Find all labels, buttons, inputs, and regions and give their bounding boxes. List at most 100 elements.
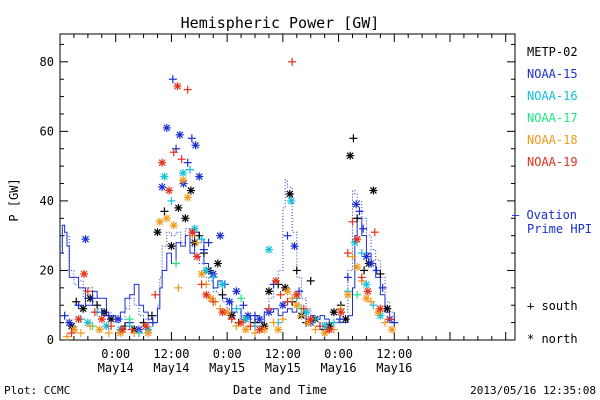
point-north xyxy=(118,325,127,334)
point-south xyxy=(311,325,320,334)
y-tick-label: 60 xyxy=(40,124,54,138)
point-north xyxy=(287,196,296,205)
point-south xyxy=(299,304,308,313)
point-north xyxy=(374,308,383,317)
point-north xyxy=(362,252,371,261)
point-south xyxy=(349,134,358,143)
point-south xyxy=(148,318,157,327)
point-north xyxy=(336,308,345,317)
point-north xyxy=(141,322,150,331)
point-south xyxy=(343,273,352,282)
point-south xyxy=(218,290,227,299)
point-south xyxy=(125,315,134,324)
point-south xyxy=(90,308,99,317)
point-south xyxy=(239,301,248,310)
point-north xyxy=(292,301,301,310)
point-south xyxy=(204,238,213,247)
point-north xyxy=(353,235,362,244)
x-tick-label-time: 12:00 xyxy=(376,347,412,361)
point-south xyxy=(283,297,292,306)
point-north xyxy=(369,186,378,195)
y-tick-label: 0 xyxy=(47,333,54,347)
point-north xyxy=(179,176,188,185)
point-north xyxy=(114,315,123,324)
point-south xyxy=(169,148,178,157)
point-north xyxy=(153,228,162,237)
chart-title: Hemispheric Power [GW] xyxy=(181,14,380,32)
point-north xyxy=(352,200,361,209)
legend-south: + south xyxy=(527,299,578,313)
point-north xyxy=(292,290,301,299)
plot-timestamp: 2013/05/16 12:35:08 xyxy=(470,384,596,397)
point-north xyxy=(290,242,299,251)
point-south xyxy=(288,294,297,303)
point-north xyxy=(102,322,111,331)
legend: METP-02 NOAA-15 NOAA-16 NOAA-17 NOAA-18 NOAA-… xyxy=(512,45,592,346)
point-north xyxy=(162,123,171,132)
legend-entry: NOAA-19 xyxy=(527,155,578,169)
series-noaa-19 xyxy=(67,57,394,338)
point-south xyxy=(232,322,241,331)
point-north xyxy=(218,308,227,317)
point-south xyxy=(378,283,387,292)
x-tick-label-time: 0:00 xyxy=(213,347,242,361)
point-north xyxy=(160,172,169,181)
point-south xyxy=(107,322,116,331)
point-south xyxy=(74,301,83,310)
plot-border xyxy=(59,33,516,341)
point-south xyxy=(353,290,362,299)
point-north xyxy=(158,183,167,191)
point-north xyxy=(362,280,371,289)
point-south xyxy=(376,269,385,278)
point-south xyxy=(172,259,181,268)
point-north xyxy=(144,329,153,338)
point-north xyxy=(202,266,211,275)
point-south xyxy=(381,318,389,327)
x-axis-label: Date and Time xyxy=(233,383,327,397)
y-tick-label: 40 xyxy=(40,194,54,208)
point-north xyxy=(255,315,264,324)
point-south xyxy=(343,249,352,258)
point-south xyxy=(288,57,297,66)
point-north xyxy=(197,269,206,278)
x-tick-label-date: May15 xyxy=(265,361,301,375)
point-north xyxy=(237,318,246,327)
point-north xyxy=(285,189,294,198)
point-south xyxy=(329,318,338,327)
point-south xyxy=(104,329,113,338)
point-north xyxy=(155,217,164,226)
plot-credit: Plot: CCMC xyxy=(4,384,70,397)
point-south xyxy=(151,290,160,299)
point-south xyxy=(209,297,218,306)
point-south xyxy=(167,196,176,205)
point-north xyxy=(165,186,174,195)
point-north xyxy=(218,280,227,289)
point-north xyxy=(274,325,283,334)
point-south xyxy=(127,325,136,334)
point-south xyxy=(292,266,301,275)
point-south xyxy=(246,322,255,331)
point-north xyxy=(74,315,83,324)
legend-ovation-line1: — Ovation xyxy=(512,208,577,222)
point-north xyxy=(306,315,315,324)
point-south xyxy=(251,329,259,338)
point-north xyxy=(225,297,234,306)
point-south xyxy=(177,155,186,164)
x-tick-label-time: 12:00 xyxy=(153,347,189,361)
point-south xyxy=(348,217,357,226)
x-tick-label-time: 12:00 xyxy=(265,347,301,361)
point-north xyxy=(329,308,338,317)
point-south xyxy=(209,273,218,282)
legend-entry: NOAA-17 xyxy=(527,111,578,125)
point-south xyxy=(316,322,324,331)
point-north xyxy=(162,214,171,223)
point-south xyxy=(357,249,366,258)
point-south xyxy=(104,311,113,320)
point-south xyxy=(76,329,85,338)
point-south xyxy=(232,304,241,313)
point-south xyxy=(160,207,169,216)
point-south xyxy=(251,311,259,320)
point-north xyxy=(169,221,178,230)
point-north xyxy=(216,231,225,240)
